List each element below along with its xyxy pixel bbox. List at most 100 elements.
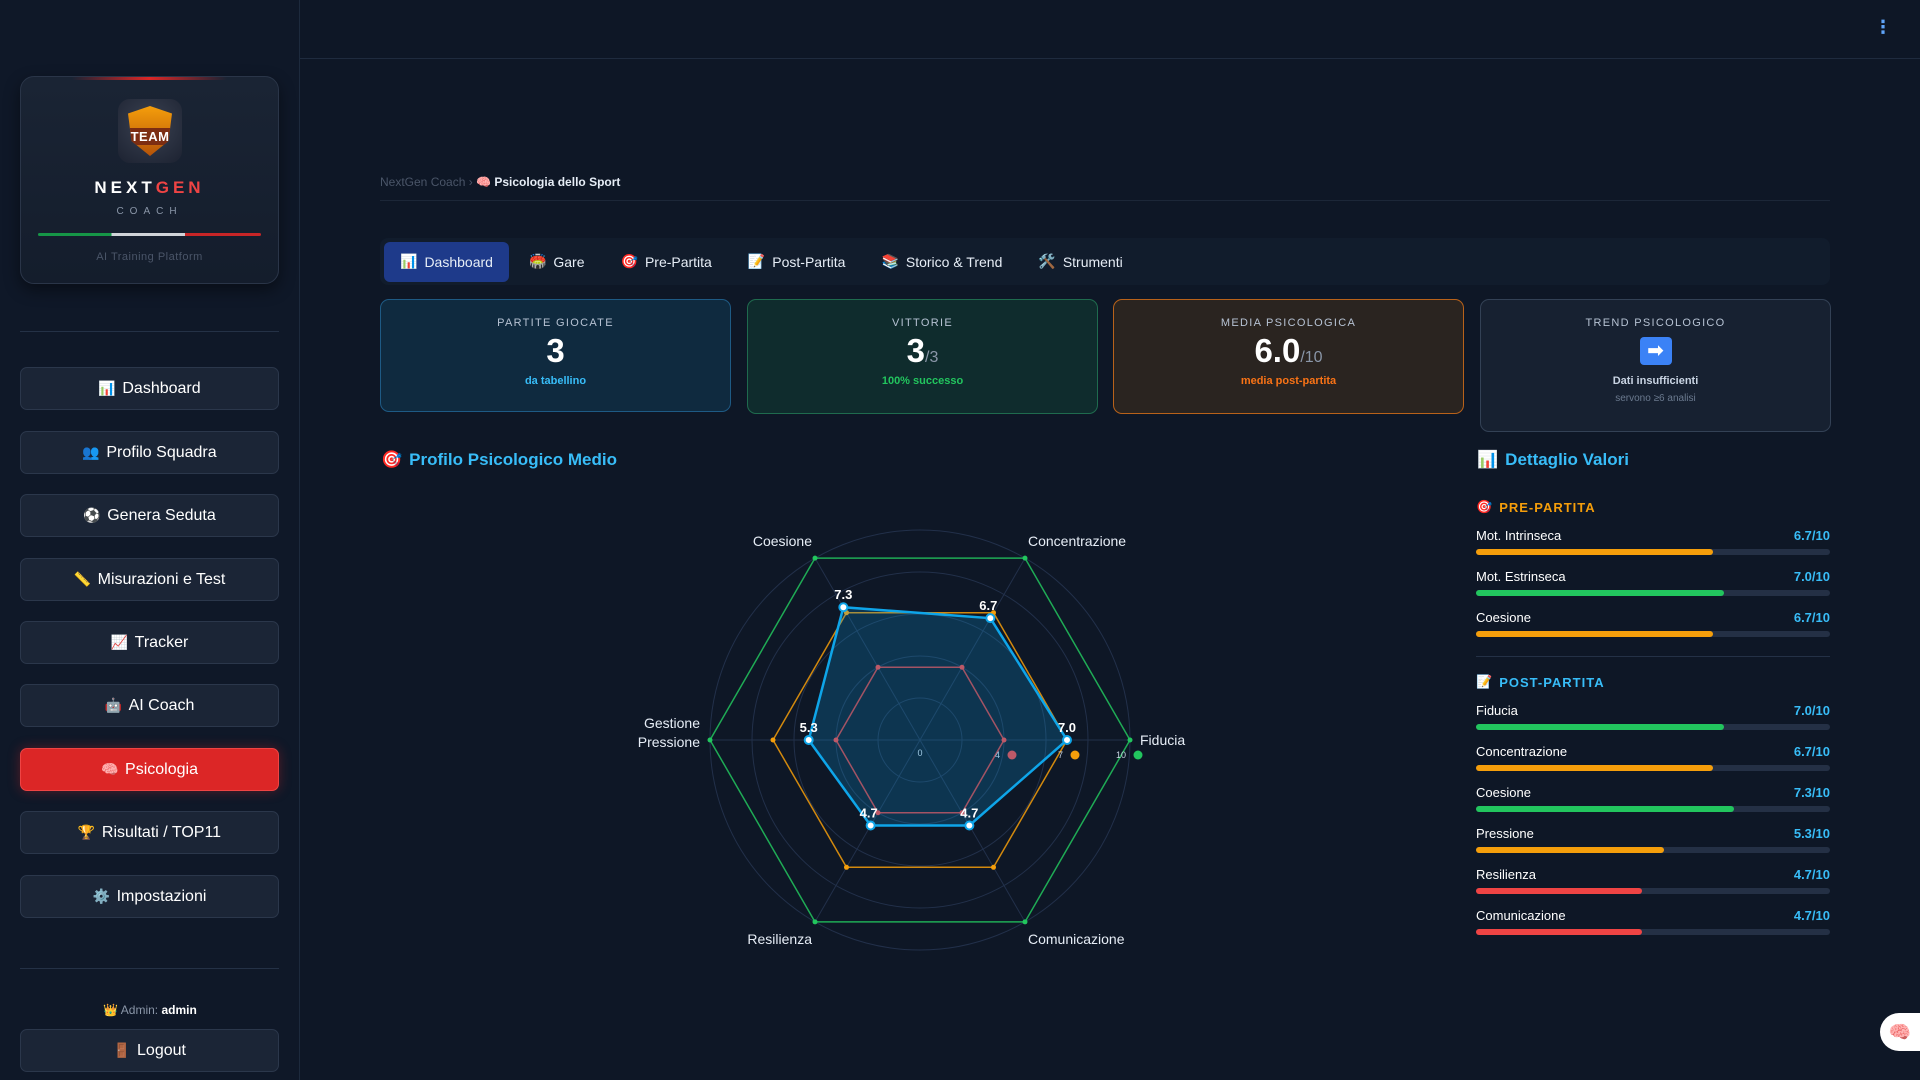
sidebar-item-icon: 🤖 — [104, 697, 123, 713]
sidebar-item-genera-seduta[interactable]: ⚽ Genera Seduta — [20, 494, 279, 537]
sidebar-item-label: Psicologia — [125, 760, 198, 778]
sidebar-item-profilo-squadra[interactable]: 👥 Profilo Squadra — [20, 431, 279, 474]
brand-card: TEAM NEXTGEN COACH AI Training Platform — [20, 76, 279, 284]
post-match-heading: 📝 POST-PARTITA — [1476, 674, 1605, 690]
door-icon: 🚪 — [113, 1042, 131, 1058]
radar-ring-vertex — [770, 737, 776, 743]
stat-card-trend: TREND PSICOLOGICO ➡ Dati insufficienti s… — [1480, 299, 1831, 432]
sidebar-item-label: Risultati / TOP11 — [101, 823, 222, 841]
breadcrumb-root[interactable]: NextGen Coach — [380, 175, 466, 189]
tab-pre-partita[interactable]: 🎯 Pre-Partita — [605, 242, 728, 282]
tab-post-partita[interactable]: 📝 Post-Partita — [732, 242, 862, 282]
admin-label: 👑 Admin: admin — [0, 1003, 300, 1017]
value-score: 7.3/10 — [1793, 785, 1830, 800]
radar-ring-vertex — [707, 737, 713, 743]
sidebar-item-risultati-top11[interactable]: 🏆 Risultati / TOP11 — [20, 811, 279, 854]
tab-label: Dashboard — [424, 253, 493, 270]
value-bar-track — [1476, 929, 1830, 935]
tab-icon: 📝 — [747, 253, 766, 269]
target-icon: 🎯 — [381, 450, 403, 469]
logout-button[interactable]: 🚪 Logout — [20, 1029, 279, 1072]
tab-strumenti[interactable]: 🛠️ Strumenti — [1022, 242, 1138, 282]
radar-ring-vertex — [1022, 919, 1028, 925]
tab-icon: 📚 — [881, 253, 899, 269]
stat-label: PARTITE GIOCATE — [497, 317, 614, 329]
sidebar-item-psicologia[interactable]: 🧠 Psicologia — [20, 748, 279, 791]
tab-storico-trend[interactable]: 📚 Storico & Trend — [865, 242, 1018, 282]
value-bar-track — [1476, 888, 1830, 894]
sidebar-item-impostazioni[interactable]: ⚙️ Impostazioni — [20, 875, 279, 918]
radar-data-point — [985, 613, 996, 624]
sidebar-item-label: Profilo Squadra — [106, 443, 217, 461]
radar-ring-vertex — [812, 919, 818, 925]
avg-value: 6.0 — [1254, 332, 1301, 369]
sidebar-item-icon: 📏 — [73, 571, 92, 587]
value-bar-fill — [1476, 590, 1724, 596]
value-bar-track — [1476, 590, 1830, 596]
admin-name: admin — [161, 1003, 197, 1017]
value-score: 6.7/10 — [1793, 528, 1830, 543]
value-row: Coesione 7.3/10 — [1476, 785, 1830, 819]
radar-ring-vertex — [1022, 555, 1028, 561]
sidebar-item-ai-coach[interactable]: 🤖 AI Coach — [20, 684, 279, 727]
memo-icon: 📝 — [1476, 674, 1494, 689]
radar-value-label: 7.0 — [1058, 720, 1076, 735]
kebab-menu-icon[interactable]: ⋮ — [1874, 17, 1892, 37]
detail-title: Dettaglio Valori — [1505, 450, 1629, 469]
radar-value-label: 7.3 — [834, 587, 852, 602]
tab-dashboard[interactable]: 📊 Dashboard — [384, 241, 509, 282]
value-bar-fill — [1476, 847, 1664, 853]
pre-match-heading: 🎯 PRE-PARTITA — [1476, 499, 1596, 515]
radar-axis-label-line: Pressione — [638, 734, 700, 750]
radar-axis-label: Comunicazione — [1028, 931, 1125, 947]
radar-ring-vertex — [875, 664, 881, 670]
radar-series-area — [807, 605, 1069, 827]
stat-footnote: 100% successo — [881, 375, 964, 388]
stat-subnote: servono ≥6 analisi — [1615, 393, 1696, 404]
radar-scale-label: 4 — [995, 750, 1000, 760]
shield-icon: TEAM — [128, 106, 172, 156]
value-name: Coesione — [1476, 610, 1531, 625]
sidebar: TEAM NEXTGEN COACH AI Training Platform … — [0, 0, 300, 1080]
tab-bar: 📊 Dashboard 🏟️ Gare 🎯 Pre-Partita 📝 Post-Partit… — [380, 238, 1830, 285]
radar-ring-vertex — [812, 555, 818, 561]
radar-data-point — [964, 820, 975, 831]
post-match-title: POST-PARTITA — [1499, 674, 1605, 690]
sidebar-item-icon: 🧠 — [101, 761, 119, 777]
brain-icon: 🧠 — [476, 175, 492, 189]
radar-spoke — [814, 557, 921, 741]
radar-ring-vertex — [959, 810, 965, 816]
sidebar-item-misurazioni-e-test[interactable]: 📏 Misurazioni e Test — [20, 558, 279, 601]
radar-value-label: 5.3 — [800, 720, 818, 735]
sidebar-item-dashboard[interactable]: 📊 Dashboard — [20, 367, 279, 410]
tab-label: Pre-Partita — [644, 253, 712, 270]
radar-ring-vertex — [1127, 737, 1133, 743]
value-row: Mot. Estrinseca 7.0/10 — [1476, 569, 1830, 603]
value-bar-track — [1476, 806, 1830, 812]
radar-scale-label: 10 — [1116, 750, 1126, 760]
profile-section-title: 🎯 Profilo Psicologico Medio — [381, 450, 617, 470]
value-name: Comunicazione — [1476, 908, 1566, 923]
value-score: 5.3/10 — [1793, 826, 1830, 841]
radar-scale-label: 7 — [1058, 750, 1063, 760]
value-bar-track — [1476, 549, 1830, 555]
team-logo: TEAM — [118, 99, 182, 163]
stat-footnote: da tabellino — [524, 375, 587, 388]
sidebar-item-label: Misurazioni e Test — [97, 570, 226, 588]
radar-data-point — [838, 602, 849, 613]
value-score: 7.0/10 — [1793, 703, 1830, 718]
value-name: Mot. Estrinseca — [1476, 569, 1566, 584]
stat-card-wins: VITTORIE 3/3 100% successo — [747, 299, 1098, 414]
radar-ring-vertex — [833, 737, 839, 743]
radar-data-point — [1062, 735, 1072, 745]
radar-axis-label: Coesione — [753, 533, 812, 549]
brain-fab-button[interactable]: 🧠 — [1880, 1013, 1920, 1051]
wins-value: 3 — [906, 332, 925, 369]
sidebar-item-tracker[interactable]: 📈 Tracker — [20, 621, 279, 664]
brain-icon: 🧠 — [1888, 1021, 1912, 1042]
value-bar-fill — [1476, 806, 1735, 812]
sidebar-item-label: Genera Seduta — [107, 506, 216, 524]
sidebar-item-label: Tracker — [134, 633, 189, 651]
tab-gare[interactable]: 🏟️ Gare — [513, 242, 601, 282]
value-name: Concentrazione — [1476, 744, 1568, 759]
